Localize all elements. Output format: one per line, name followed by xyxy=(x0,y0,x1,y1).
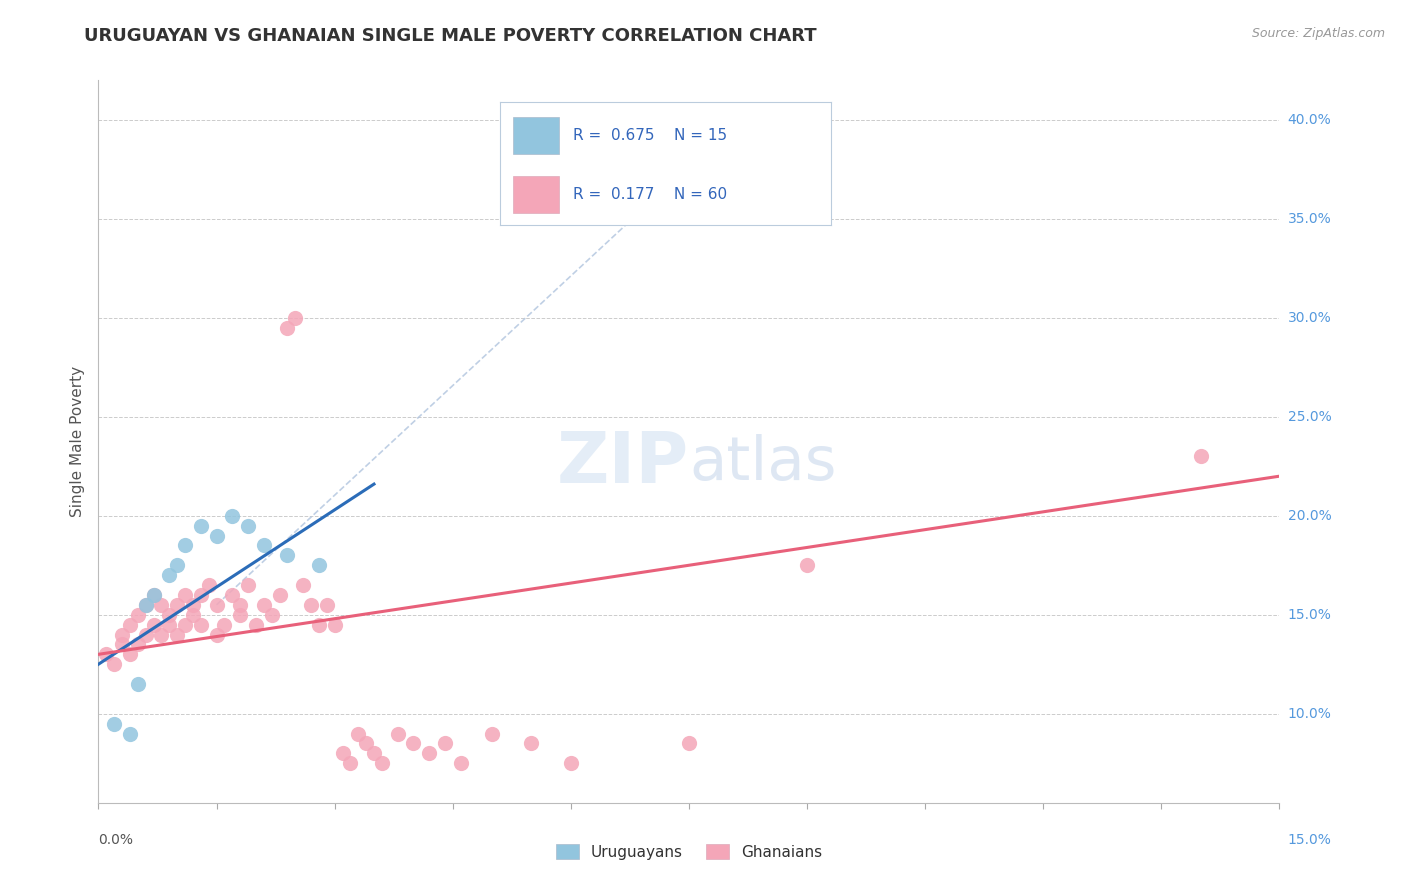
Text: 40.0%: 40.0% xyxy=(1288,113,1331,127)
Point xyxy=(236,518,259,533)
Text: 25.0%: 25.0% xyxy=(1288,409,1331,424)
Text: ZIP: ZIP xyxy=(557,429,689,498)
Point xyxy=(111,637,134,651)
Point xyxy=(197,578,219,592)
Point xyxy=(118,617,141,632)
Point xyxy=(796,558,818,573)
Point xyxy=(481,726,503,740)
Text: 10.0%: 10.0% xyxy=(1288,706,1331,721)
Point xyxy=(127,637,149,651)
Point xyxy=(157,568,180,582)
Point xyxy=(174,539,197,553)
Point xyxy=(229,598,252,612)
Y-axis label: Single Male Poverty: Single Male Poverty xyxy=(70,366,86,517)
Point xyxy=(142,617,165,632)
Point xyxy=(135,598,157,612)
Point xyxy=(127,677,149,691)
Point xyxy=(96,648,118,662)
Point xyxy=(339,756,361,771)
Text: 15.0%: 15.0% xyxy=(1288,607,1331,622)
Point xyxy=(253,598,276,612)
Point xyxy=(181,607,204,622)
Point xyxy=(142,588,165,602)
Point xyxy=(678,736,700,750)
Point xyxy=(433,736,456,750)
Point xyxy=(347,726,370,740)
Point xyxy=(157,607,180,622)
Point xyxy=(181,598,204,612)
Point xyxy=(111,627,134,641)
Point xyxy=(260,607,283,622)
Point xyxy=(205,627,228,641)
Point xyxy=(292,578,315,592)
Point xyxy=(308,617,330,632)
Point xyxy=(354,736,377,750)
Point xyxy=(221,508,243,523)
Point xyxy=(323,617,346,632)
Point xyxy=(118,726,141,740)
Point xyxy=(174,588,197,602)
Text: URUGUAYAN VS GHANAIAN SINGLE MALE POVERTY CORRELATION CHART: URUGUAYAN VS GHANAIAN SINGLE MALE POVERT… xyxy=(84,27,817,45)
Point xyxy=(371,756,394,771)
Point xyxy=(387,726,409,740)
Point xyxy=(363,747,385,761)
Point xyxy=(236,578,259,592)
Point xyxy=(418,747,440,761)
Point xyxy=(299,598,322,612)
Point xyxy=(276,320,298,334)
Point xyxy=(190,518,212,533)
Text: 15.0%: 15.0% xyxy=(1288,833,1331,847)
Point xyxy=(253,539,276,553)
Text: Source: ZipAtlas.com: Source: ZipAtlas.com xyxy=(1251,27,1385,40)
Point xyxy=(166,598,188,612)
Point xyxy=(221,588,243,602)
Point xyxy=(174,617,197,632)
Point xyxy=(135,598,157,612)
Text: 30.0%: 30.0% xyxy=(1288,310,1331,325)
Text: 0.0%: 0.0% xyxy=(98,833,134,847)
Point xyxy=(214,617,236,632)
Point xyxy=(205,598,228,612)
Point xyxy=(190,617,212,632)
Legend: Uruguayans, Ghanaians: Uruguayans, Ghanaians xyxy=(548,836,830,867)
Point xyxy=(560,756,582,771)
Point xyxy=(142,588,165,602)
Point xyxy=(308,558,330,573)
Point xyxy=(166,627,188,641)
Point xyxy=(315,598,337,612)
Point xyxy=(118,648,141,662)
Point xyxy=(103,657,125,672)
Point xyxy=(190,588,212,602)
Point xyxy=(150,598,173,612)
Point xyxy=(229,607,252,622)
Point xyxy=(103,716,125,731)
Point xyxy=(284,310,307,325)
Point xyxy=(245,617,267,632)
Text: atlas: atlas xyxy=(689,434,837,492)
Point xyxy=(205,528,228,542)
Point xyxy=(402,736,425,750)
Point xyxy=(520,736,543,750)
Point xyxy=(150,627,173,641)
Point xyxy=(276,549,298,563)
Text: 20.0%: 20.0% xyxy=(1288,508,1331,523)
Point xyxy=(127,607,149,622)
Point xyxy=(157,617,180,632)
Point xyxy=(450,756,472,771)
Point xyxy=(332,747,354,761)
Text: 35.0%: 35.0% xyxy=(1288,211,1331,226)
Point xyxy=(135,627,157,641)
Point xyxy=(1189,450,1212,464)
Point xyxy=(166,558,188,573)
Point xyxy=(269,588,291,602)
